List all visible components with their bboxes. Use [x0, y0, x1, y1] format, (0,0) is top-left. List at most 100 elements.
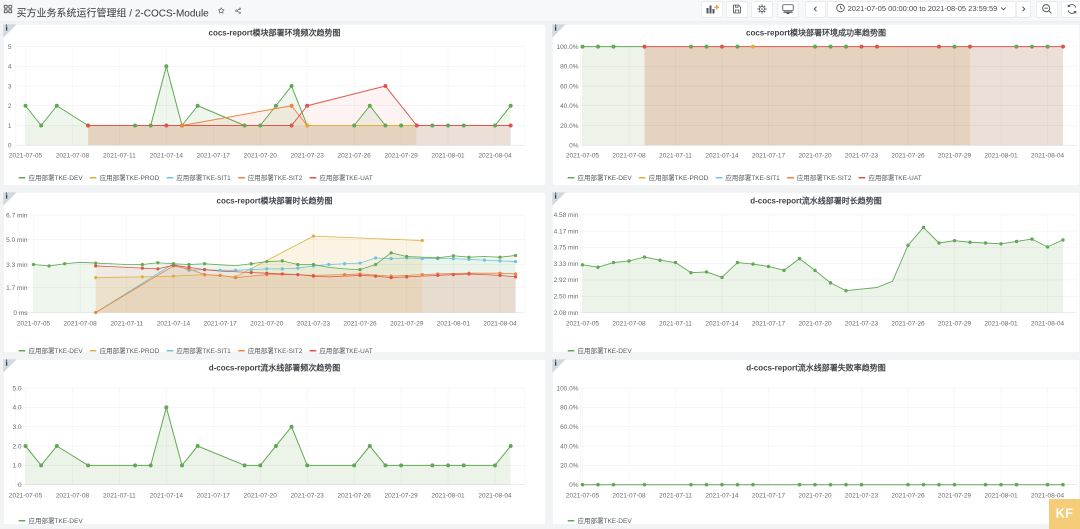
svg-text:2021-07-23: 2021-07-23 [845, 153, 879, 160]
svg-text:2021-08-01: 2021-08-01 [431, 153, 465, 160]
svg-text:2021-07-17: 2021-07-17 [203, 321, 237, 328]
svg-text:2021-07-17: 2021-07-17 [752, 493, 786, 500]
svg-text:2021-07-26: 2021-07-26 [338, 493, 372, 500]
svg-text:80.0%: 80.0% [560, 405, 579, 412]
svg-text:2021-07-20: 2021-07-20 [798, 153, 832, 160]
svg-text:2.50 min: 2.50 min [554, 294, 579, 301]
svg-text:1.0: 1.0 [12, 463, 21, 470]
svg-text:2021-07-14: 2021-07-14 [150, 493, 184, 500]
svg-text:2021-07-11: 2021-07-11 [659, 153, 692, 160]
svg-text:4.58 min: 4.58 min [554, 212, 579, 219]
svg-text:2021-07-14: 2021-07-14 [157, 321, 191, 328]
svg-text:2021-07-23: 2021-07-23 [845, 321, 879, 328]
svg-text:2021-07-29: 2021-07-29 [938, 321, 972, 328]
svg-text:2021-07-11: 2021-07-11 [659, 321, 692, 328]
svg-text:5: 5 [8, 44, 12, 51]
svg-text:100.0%: 100.0% [556, 385, 578, 392]
svg-text:2021-07-08: 2021-07-08 [56, 153, 90, 160]
svg-text:5.0: 5.0 [12, 385, 21, 392]
svg-text:3.33 min: 3.33 min [554, 261, 579, 268]
svg-text:2: 2 [8, 103, 12, 110]
svg-text:2021-07-26: 2021-07-26 [891, 153, 925, 160]
svg-text:2021-07-11: 2021-07-11 [103, 493, 136, 500]
svg-text:2021-08-04: 2021-08-04 [478, 153, 512, 160]
svg-text:2021-08-01: 2021-08-01 [437, 321, 471, 328]
svg-text:3.3 min: 3.3 min [6, 262, 28, 269]
svg-text:3.75 min: 3.75 min [554, 245, 579, 252]
svg-text:3: 3 [8, 83, 12, 90]
svg-text:2021-07-05: 2021-07-05 [566, 493, 600, 500]
svg-text:2021-08-04: 2021-08-04 [1031, 493, 1065, 500]
svg-text:2021-07-11: 2021-07-11 [659, 493, 692, 500]
svg-text:2021-07-14: 2021-07-14 [705, 153, 739, 160]
svg-text:1.7 min: 1.7 min [6, 285, 28, 292]
svg-text:2021-07-20: 2021-07-20 [244, 153, 278, 160]
svg-text:2021-07-11: 2021-07-11 [110, 321, 143, 328]
svg-text:2021-08-04: 2021-08-04 [478, 493, 512, 500]
svg-text:2021-07-17: 2021-07-17 [197, 153, 231, 160]
svg-text:2021-07-20: 2021-07-20 [798, 321, 832, 328]
svg-text:0: 0 [18, 482, 22, 489]
svg-text:2021-07-05: 2021-07-05 [17, 321, 51, 328]
svg-text:2021-07-23: 2021-07-23 [291, 153, 325, 160]
svg-text:2.92 min: 2.92 min [554, 277, 579, 284]
svg-text:2021-07-29: 2021-07-29 [390, 321, 424, 328]
svg-text:2021-07-14: 2021-07-14 [705, 321, 739, 328]
svg-text:2021-08-04: 2021-08-04 [483, 321, 517, 328]
svg-text:2021-07-05: 2021-07-05 [566, 321, 600, 328]
svg-text:80.0%: 80.0% [560, 64, 579, 71]
svg-text:2021-07-11: 2021-07-11 [103, 153, 136, 160]
svg-text:2021-07-20: 2021-07-20 [798, 493, 832, 500]
svg-text:2021-07-26: 2021-07-26 [343, 321, 377, 328]
svg-text:2021-07-05: 2021-07-05 [566, 153, 600, 160]
svg-text:2021-07-08: 2021-07-08 [56, 493, 90, 500]
svg-text:0 ms: 0 ms [13, 310, 28, 317]
svg-text:2021-07-23: 2021-07-23 [291, 493, 325, 500]
svg-text:2021-07-17: 2021-07-17 [197, 493, 231, 500]
svg-text:2.08 min: 2.08 min [554, 310, 579, 317]
svg-text:2021-08-04: 2021-08-04 [1031, 321, 1065, 328]
svg-text:2021-07-05: 2021-07-05 [9, 493, 43, 500]
svg-text:2021-07-29: 2021-07-29 [384, 153, 418, 160]
svg-text:4.17 min: 4.17 min [554, 228, 579, 235]
svg-text:2021-07-26: 2021-07-26 [891, 321, 925, 328]
svg-text:2021-07-17: 2021-07-17 [752, 321, 786, 328]
svg-text:2021-07-17: 2021-07-17 [752, 153, 786, 160]
svg-text:2.0: 2.0 [12, 443, 21, 450]
svg-text:5.0 min: 5.0 min [6, 237, 28, 244]
svg-text:0: 0 [8, 142, 12, 149]
svg-text:60.0%: 60.0% [560, 424, 579, 431]
svg-text:2021-07-08: 2021-07-08 [612, 321, 646, 328]
svg-text:4: 4 [8, 64, 12, 71]
svg-text:2021-07-29: 2021-07-29 [384, 493, 418, 500]
svg-text:2021-07-26: 2021-07-26 [891, 493, 925, 500]
svg-text:40.0%: 40.0% [560, 443, 579, 450]
svg-text:2021-08-01: 2021-08-01 [984, 321, 1018, 328]
svg-text:2021-07-05: 2021-07-05 [9, 153, 43, 160]
svg-text:2021-08-01: 2021-08-01 [984, 493, 1018, 500]
svg-text:2021-07-08: 2021-07-08 [612, 493, 646, 500]
svg-text:4.0: 4.0 [12, 405, 21, 412]
svg-text:2021-08-01: 2021-08-01 [431, 493, 465, 500]
svg-text:2021-07-20: 2021-07-20 [250, 321, 284, 328]
svg-text:100.0%: 100.0% [556, 44, 578, 51]
svg-text:60.0%: 60.0% [560, 83, 579, 90]
svg-text:0%: 0% [569, 142, 579, 149]
svg-text:2021-07-08: 2021-07-08 [612, 153, 646, 160]
svg-text:2021-08-04: 2021-08-04 [1031, 153, 1065, 160]
svg-text:0%: 0% [569, 482, 579, 489]
svg-text:2021-07-29: 2021-07-29 [938, 153, 972, 160]
svg-text:2021-07-26: 2021-07-26 [338, 153, 372, 160]
svg-text:1: 1 [8, 123, 12, 130]
svg-text:2021-07-08: 2021-07-08 [64, 321, 98, 328]
svg-text:2021-07-14: 2021-07-14 [705, 493, 739, 500]
svg-text:2021-07-29: 2021-07-29 [938, 493, 972, 500]
svg-text:2021-07-14: 2021-07-14 [150, 153, 184, 160]
svg-text:2021-07-23: 2021-07-23 [845, 493, 879, 500]
svg-text:2021-07-20: 2021-07-20 [244, 493, 278, 500]
svg-text:40.0%: 40.0% [560, 103, 579, 110]
svg-text:2021-08-01: 2021-08-01 [984, 153, 1018, 160]
svg-text:3.0: 3.0 [12, 424, 21, 431]
svg-text:6.7 min: 6.7 min [6, 212, 28, 219]
svg-text:2021-07-23: 2021-07-23 [297, 321, 331, 328]
